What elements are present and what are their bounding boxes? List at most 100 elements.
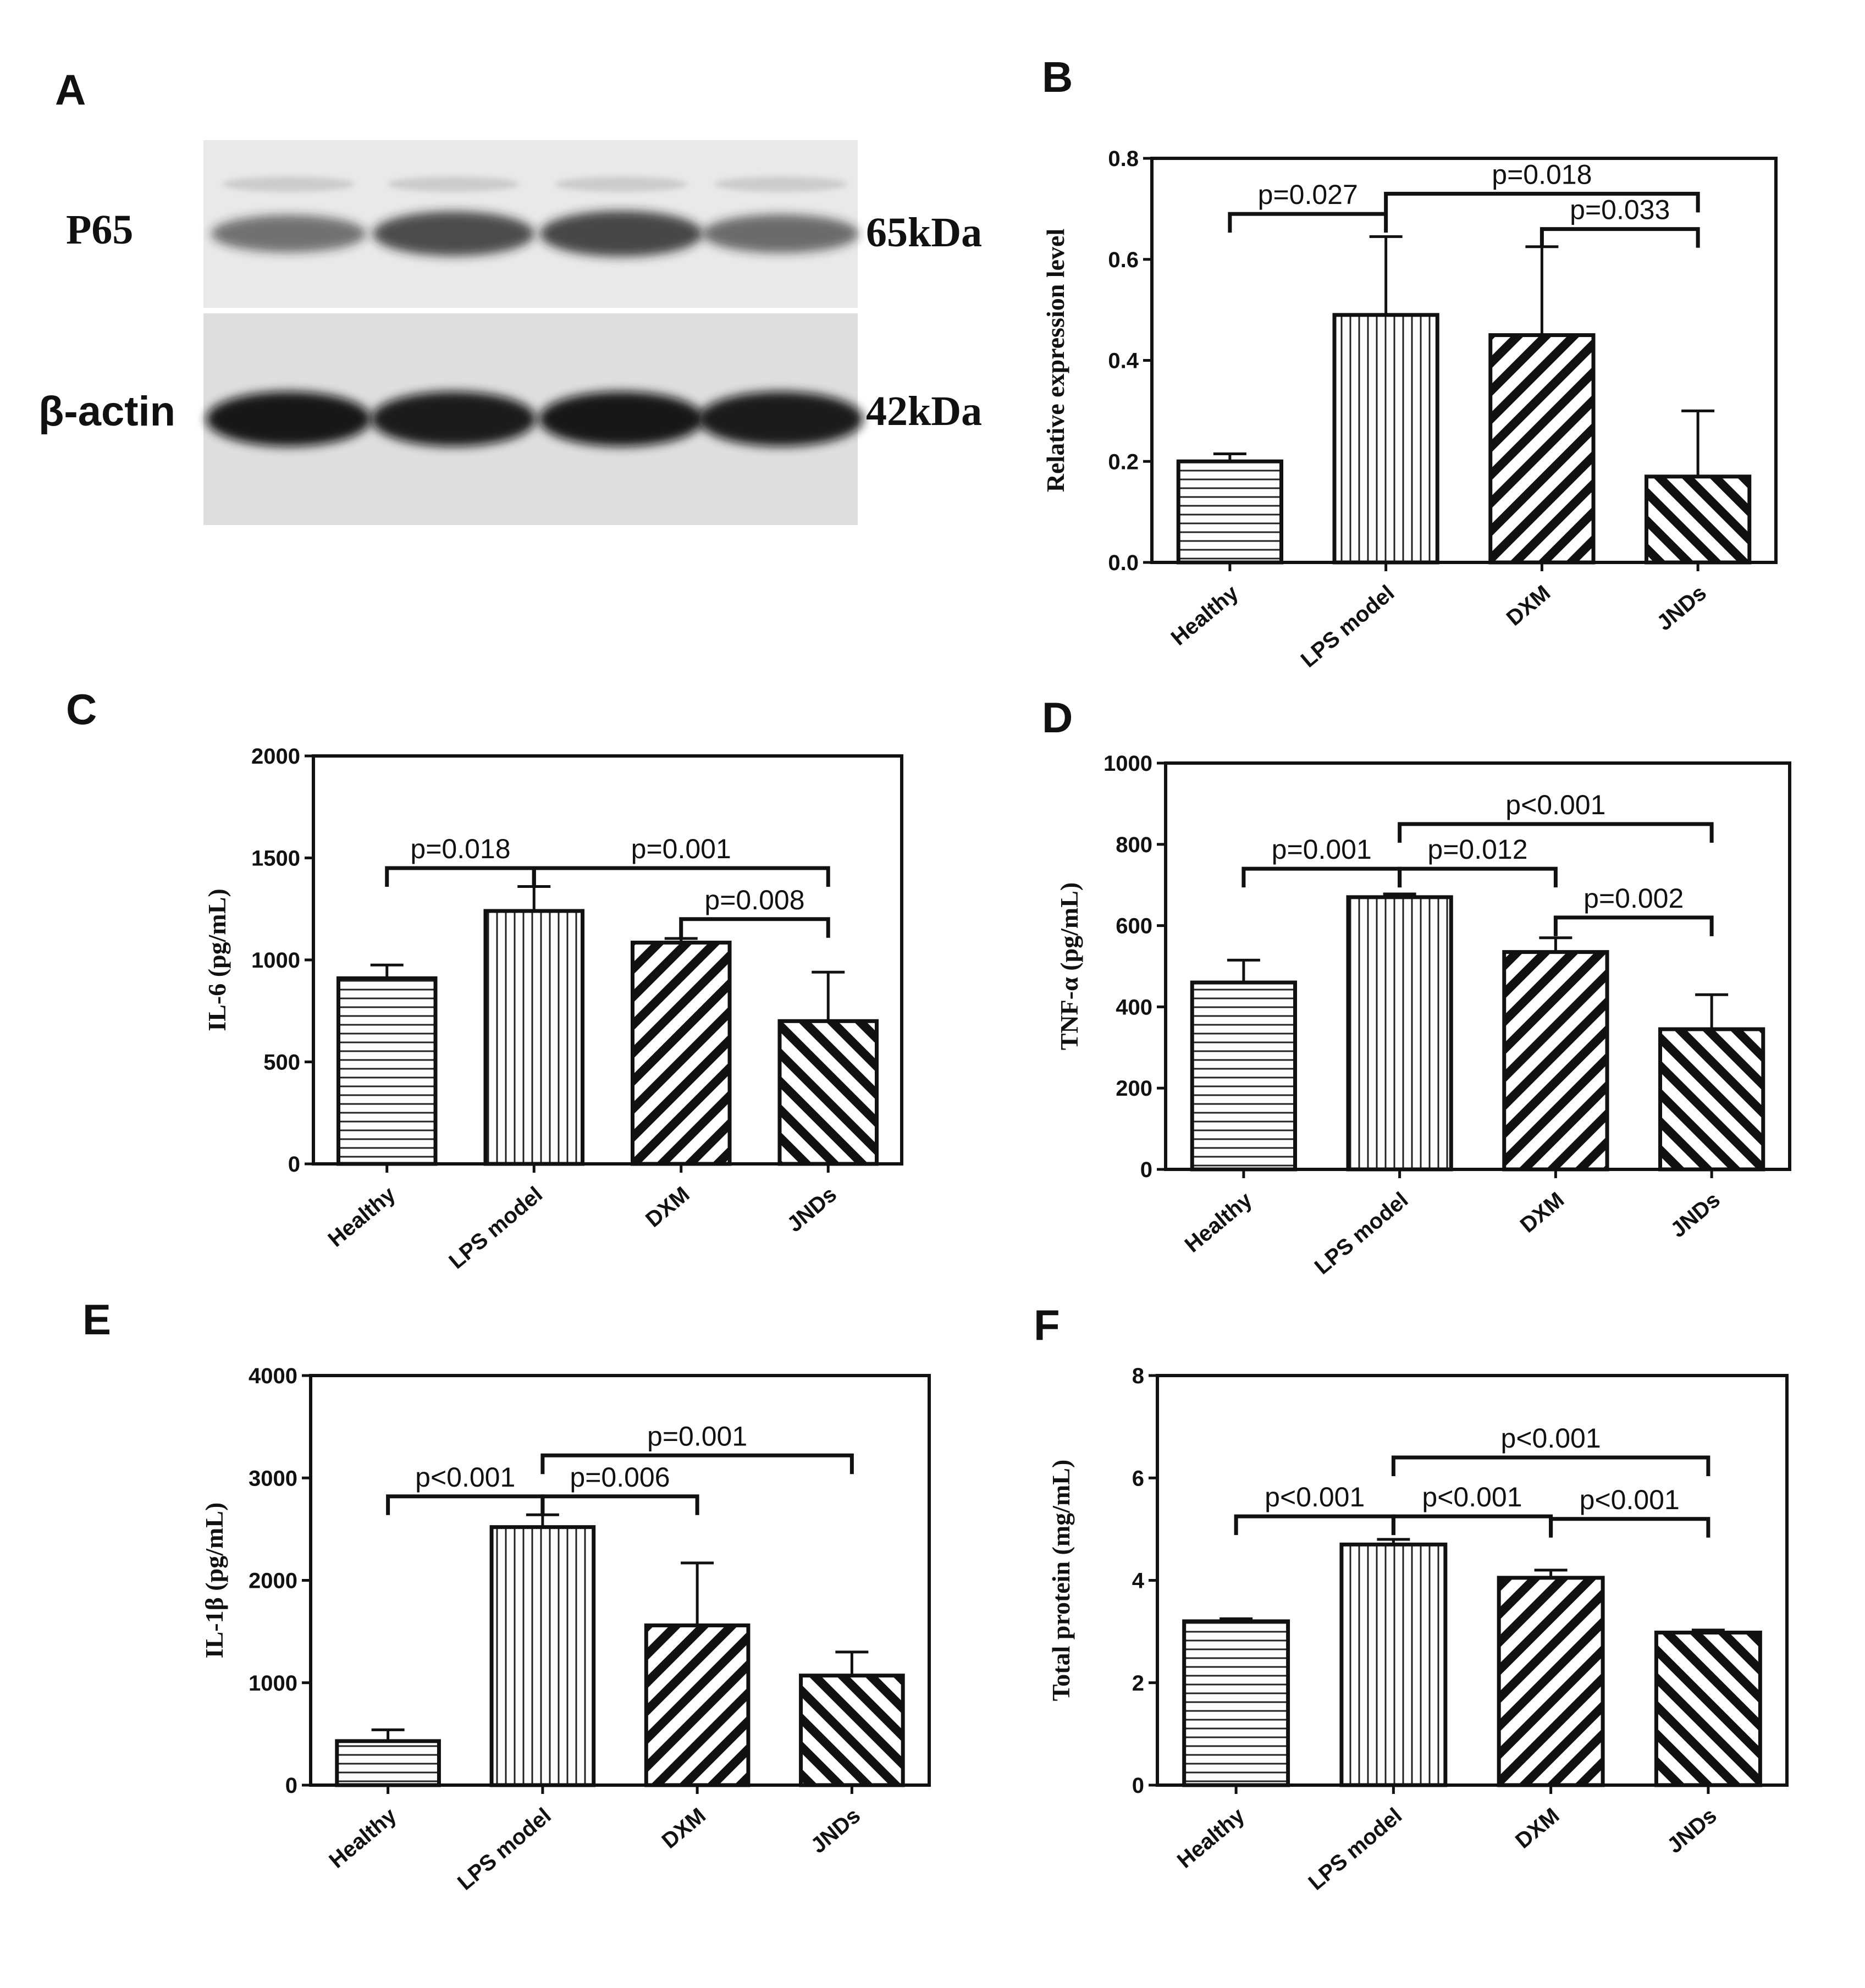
x-tick-label: LPS model xyxy=(1310,1188,1413,1279)
y-tick-label: 0 xyxy=(1140,1158,1152,1182)
bar xyxy=(335,1739,441,1787)
y-tick-label: 1500 xyxy=(251,847,300,871)
y-tick-label: 800 xyxy=(1116,833,1152,857)
bar xyxy=(630,940,732,1166)
panel-label-e: E xyxy=(82,1295,112,1344)
y-tick-label: 0 xyxy=(1132,1774,1144,1798)
blot-bands xyxy=(206,176,863,446)
blot-label-beta-actin: β-actin xyxy=(38,388,176,435)
x-tick-label: JNDs xyxy=(1663,1803,1721,1858)
bar xyxy=(1658,1027,1765,1172)
x-tick-label: LPS model xyxy=(444,1182,547,1274)
x-tick-label: Healthy xyxy=(1180,1188,1257,1257)
p-value-label: p=0.006 xyxy=(570,1462,670,1493)
y-tick-label: 2000 xyxy=(251,744,300,769)
y-tick-label: 400 xyxy=(1116,995,1152,1019)
bar xyxy=(1346,895,1453,1172)
y-axis-label: IL-6 (pg/mL) xyxy=(203,888,231,1031)
blot-mw-beta-actin: 42kDa xyxy=(866,388,983,434)
significance-bracket xyxy=(1234,1514,1395,1536)
y-tick-label: 0.8 xyxy=(1108,147,1139,171)
bar xyxy=(483,909,585,1166)
p-value-label: p<0.001 xyxy=(1422,1482,1522,1512)
bar xyxy=(1488,333,1596,565)
significance-bracket xyxy=(1540,227,1700,248)
bar xyxy=(1182,1619,1290,1787)
plot-frame xyxy=(1164,761,1791,1171)
significance-bracket xyxy=(1228,212,1388,233)
p-value-label: p=0.027 xyxy=(1258,179,1358,210)
x-tick-label: JNDs xyxy=(1666,1188,1725,1242)
p-value-label: p=0.002 xyxy=(1583,883,1684,914)
bar xyxy=(1502,950,1609,1172)
y-tick-label: 1000 xyxy=(251,948,300,973)
charts: 0.0 0.2 0.4 0.6 0.8 Relative expression level… xyxy=(200,147,1791,1895)
y-tick-label: 200 xyxy=(1116,1076,1152,1101)
significance-bracket xyxy=(1398,822,1714,843)
y-tick-label: 0.6 xyxy=(1108,248,1139,272)
p-value-label: p=0.001 xyxy=(1272,834,1372,865)
significance-bracket xyxy=(1384,191,1700,213)
bar xyxy=(644,1623,751,1787)
p-value-label: p<0.001 xyxy=(415,1462,515,1493)
bar xyxy=(489,1525,596,1787)
y-tick-label: 2 xyxy=(1132,1671,1144,1696)
p-value-label: p=0.018 xyxy=(410,833,510,864)
p65-faint-band xyxy=(555,176,687,192)
significance-bracket xyxy=(385,866,536,887)
p-value-label: p<0.001 xyxy=(1505,789,1605,820)
significance-bracket xyxy=(1549,1517,1710,1538)
p-value-label: p<0.001 xyxy=(1265,1482,1365,1512)
y-tick-label: 8 xyxy=(1132,1364,1144,1388)
y-tick-label: 600 xyxy=(1116,914,1152,938)
p-value-label: p<0.001 xyxy=(1501,1423,1601,1454)
significance-bracket xyxy=(1391,1514,1553,1536)
bar xyxy=(1339,1542,1448,1787)
y-tick-label: 4 xyxy=(1132,1569,1145,1593)
y-tick-label: 0.2 xyxy=(1108,450,1139,474)
p-value-label: p=0.001 xyxy=(647,1421,747,1451)
y-tick-label: 1000 xyxy=(1103,752,1152,776)
y-tick-label: 2000 xyxy=(249,1569,297,1593)
bar xyxy=(1497,1576,1605,1787)
bar xyxy=(1176,459,1284,565)
x-tick-label: LPS model xyxy=(1304,1803,1407,1895)
bar xyxy=(1644,474,1752,565)
p65-faint-band xyxy=(715,176,847,192)
y-axis-label: Total protein (mg/mL) xyxy=(1047,1460,1075,1702)
x-tick-label: Healthy xyxy=(1167,581,1244,650)
p-value-label: p=0.018 xyxy=(1492,159,1592,190)
x-tick-label: Healthy xyxy=(324,1182,401,1252)
bar xyxy=(1654,1630,1762,1787)
x-tick-label: JNDs xyxy=(1652,581,1711,635)
p65-band xyxy=(540,211,703,257)
x-tick-label: JNDs xyxy=(807,1803,865,1858)
p65-faint-band xyxy=(223,176,355,192)
significance-bracket xyxy=(679,917,830,938)
beta-actin-band xyxy=(206,391,371,446)
p65-faint-band xyxy=(388,176,520,192)
p65-band xyxy=(373,211,534,256)
x-tick-label: DXM xyxy=(1516,1188,1569,1238)
chart-e: 0 1000 2000 3000 4000 IL-1β (pg/mL) Healthy LPS… xyxy=(200,1364,931,1895)
panel-label-f: F xyxy=(1034,1301,1060,1349)
beta-actin-band xyxy=(371,391,536,446)
significance-bracket xyxy=(532,866,830,887)
x-tick-label: Healthy xyxy=(324,1803,401,1873)
bar xyxy=(799,1674,905,1787)
beta-actin-band xyxy=(698,391,863,446)
chart-f: 0 2 4 6 8 Total protein (mg/mL) Healthy LPS mod… xyxy=(1047,1364,1789,1895)
x-tick-label: DXM xyxy=(1511,1803,1564,1853)
beta-actin-band xyxy=(539,391,704,446)
chart-d: 0 200 400 600 800 1000 TNF-α (pg/mL) Healthy LPS… xyxy=(1055,752,1791,1279)
significance-bracket xyxy=(540,1494,699,1515)
bar xyxy=(336,976,438,1166)
panel-label-c: C xyxy=(66,685,97,733)
p-value-label: p=0.008 xyxy=(704,885,804,915)
x-tick-label: JNDs xyxy=(782,1182,841,1236)
p-value-label: p<0.001 xyxy=(1580,1484,1680,1515)
y-tick-label: 0 xyxy=(288,1152,300,1177)
x-tick-label: DXM xyxy=(658,1803,710,1853)
x-tick-label: DXM xyxy=(641,1182,694,1232)
